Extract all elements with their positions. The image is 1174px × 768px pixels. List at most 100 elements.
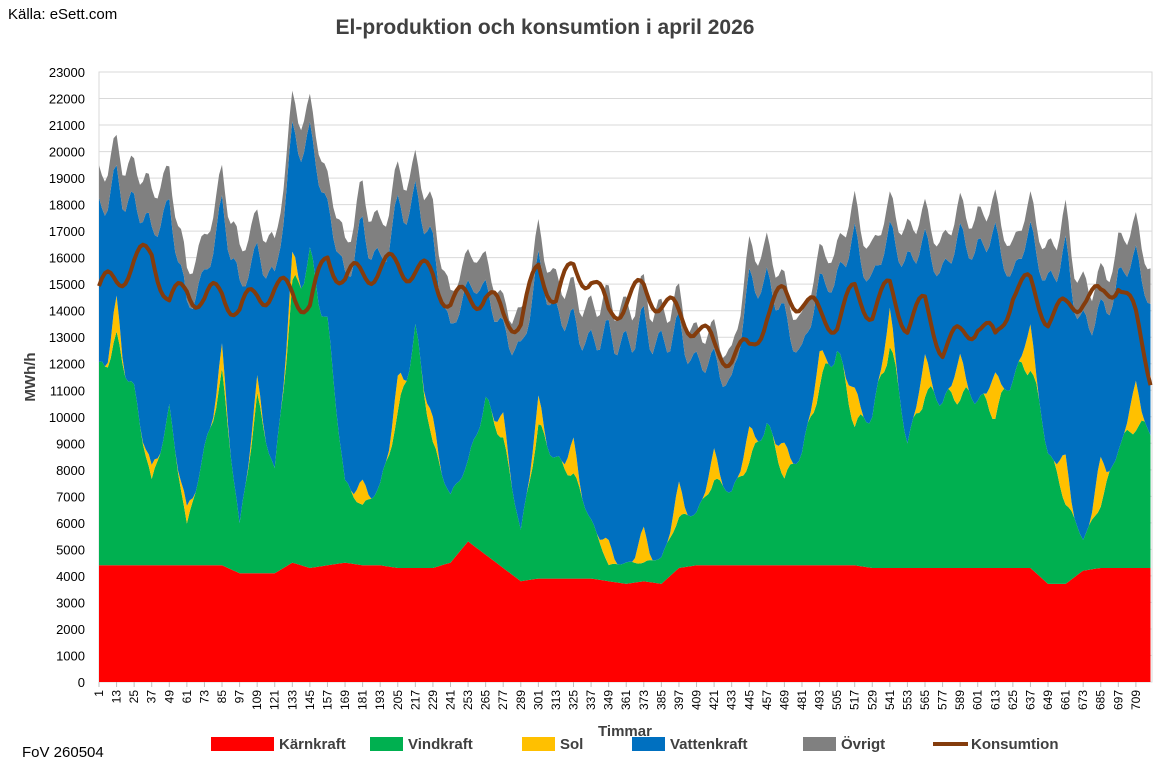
x-tick-label: 217 — [408, 690, 422, 710]
y-tick-label: 5000 — [56, 542, 85, 557]
x-tick-label: 229 — [426, 690, 440, 710]
x-tick-label: 589 — [953, 690, 967, 710]
x-tick-label: 625 — [1006, 690, 1020, 710]
legend-swatch — [803, 737, 836, 751]
x-tick-label: 457 — [760, 690, 774, 710]
x-tick-label: 505 — [830, 690, 844, 710]
x-tick-label: 565 — [918, 690, 932, 710]
y-tick-label: 15000 — [49, 277, 85, 292]
y-tick-label: 8000 — [56, 463, 85, 478]
area-vattenkraft — [99, 121, 1151, 565]
x-tick-label: 97 — [233, 690, 247, 704]
footer-label: FoV 260504 — [22, 744, 104, 761]
x-tick-label: 193 — [373, 690, 387, 710]
x-tick-label: 469 — [777, 690, 791, 710]
x-tick-label: 85 — [215, 690, 229, 704]
x-tick-label: 253 — [461, 690, 475, 710]
x-tick-label: 361 — [619, 690, 633, 710]
area-sol — [99, 247, 1151, 566]
y-tick-label: 19000 — [49, 171, 85, 186]
legend-label: Konsumtion — [971, 736, 1059, 753]
x-tick-label: 325 — [567, 690, 581, 710]
legend-swatch — [522, 737, 555, 751]
x-tick-label: 661 — [1059, 690, 1073, 710]
x-tick-label: 121 — [268, 690, 282, 710]
x-tick-label: 397 — [672, 690, 686, 710]
legend-label: Kärnkraft — [279, 736, 346, 753]
y-tick-label: 4000 — [56, 569, 85, 584]
legend-label: Sol — [560, 736, 583, 753]
x-tick-label: 481 — [795, 690, 809, 710]
x-tick-label: 649 — [1041, 690, 1055, 710]
y-tick-label: 16000 — [49, 251, 85, 266]
y-tick-label: 9000 — [56, 436, 85, 451]
y-tick-label: 2000 — [56, 622, 85, 637]
x-axis-title: Timmar — [598, 723, 652, 740]
x-tick-label: 157 — [320, 690, 334, 710]
x-tick-label: 145 — [303, 690, 317, 710]
x-tick-label: 25 — [127, 690, 141, 704]
line-konsumtion — [97, 242, 1153, 386]
legend-label: Övrigt — [841, 736, 885, 753]
x-tick-label: 409 — [690, 690, 704, 710]
x-tick-label: 433 — [725, 690, 739, 710]
x-tick-label: 13 — [110, 690, 124, 704]
x-tick-label: 61 — [180, 690, 194, 704]
x-tick-label: 205 — [391, 690, 405, 710]
x-tick-label: 529 — [865, 690, 879, 710]
area-övrigt — [99, 90, 1151, 387]
y-tick-label: 10000 — [49, 410, 85, 425]
y-tick-label: 17000 — [49, 224, 85, 239]
x-tick-label: 553 — [900, 690, 914, 710]
x-tick-label: 337 — [584, 690, 598, 710]
x-tick-label: 241 — [443, 690, 457, 710]
y-tick-label: 14000 — [49, 304, 85, 319]
x-tick-label: 1 — [92, 690, 106, 697]
x-tick-label: 109 — [250, 690, 264, 710]
x-tick-label: 373 — [637, 690, 651, 710]
y-tick-label: 23000 — [49, 65, 85, 80]
x-tick-label: 601 — [971, 690, 985, 710]
y-axis-title: MWh/h — [22, 352, 39, 401]
legend-label: Vindkraft — [408, 736, 473, 753]
chart-title: El-produktion och konsumtion i april 202… — [335, 16, 755, 39]
area-vindkraft — [99, 247, 1151, 584]
y-tick-label: 13000 — [49, 330, 85, 345]
y-tick-label: 3000 — [56, 595, 85, 610]
legend-label: Vattenkraft — [670, 736, 748, 753]
x-tick-label: 313 — [549, 690, 563, 710]
x-tick-label: 613 — [988, 690, 1002, 710]
x-tick-label: 169 — [338, 690, 352, 710]
y-tick-label: 12000 — [49, 357, 85, 372]
source-label: Källa: eSett.com — [8, 6, 118, 23]
y-tick-label: 20000 — [49, 145, 85, 160]
x-tick-label: 133 — [285, 690, 299, 710]
area-kärnkraft — [99, 541, 1151, 682]
x-tick-label: 577 — [936, 690, 950, 710]
y-tick-label: 7000 — [56, 489, 85, 504]
x-tick-label: 349 — [602, 690, 616, 710]
legend-swatch — [211, 737, 274, 751]
x-tick-label: 493 — [813, 690, 827, 710]
x-tick-label: 289 — [514, 690, 528, 710]
x-tick-label: 49 — [162, 690, 176, 704]
x-tick-label: 301 — [531, 690, 545, 710]
y-tick-label: 21000 — [49, 118, 85, 133]
y-tick-label: 11000 — [50, 383, 85, 398]
legend-swatch — [370, 737, 403, 751]
x-tick-label: 541 — [883, 690, 897, 710]
x-tick-label: 673 — [1076, 690, 1090, 710]
x-tick-label: 181 — [356, 690, 370, 710]
y-tick-label: 18000 — [49, 198, 85, 213]
legend-swatch — [632, 737, 665, 751]
x-tick-label: 421 — [707, 690, 721, 710]
x-tick-label: 73 — [197, 690, 211, 704]
x-tick-label: 277 — [496, 690, 510, 710]
y-tick-label: 0 — [78, 675, 85, 690]
x-tick-label: 637 — [1023, 690, 1037, 710]
x-tick-label: 265 — [479, 690, 493, 710]
x-tick-label: 37 — [145, 690, 159, 704]
y-tick-label: 22000 — [49, 92, 85, 107]
x-tick-label: 685 — [1094, 690, 1108, 710]
